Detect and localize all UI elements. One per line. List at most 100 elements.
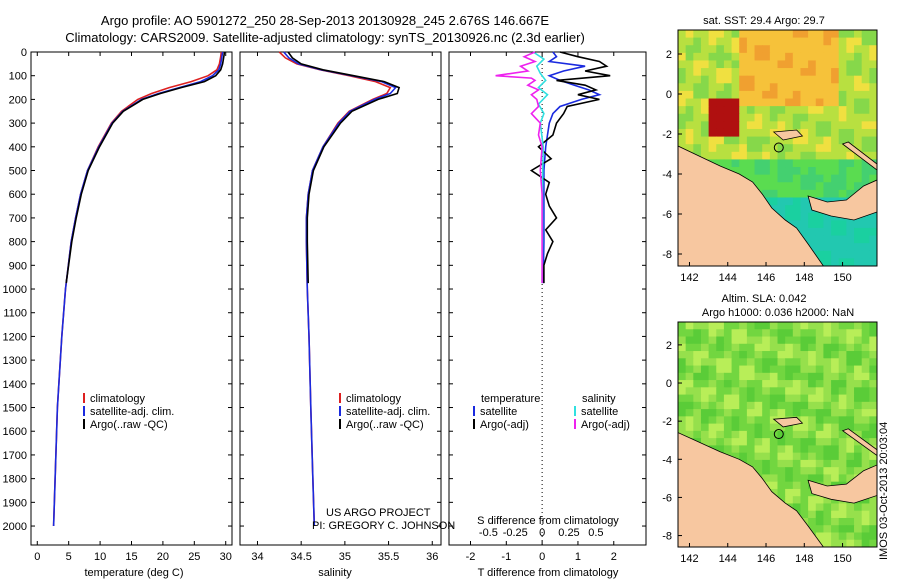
map-cell (693, 37, 702, 46)
map-cell (723, 394, 733, 403)
map-cell (785, 167, 794, 176)
map-cell (823, 121, 832, 130)
map-cell (762, 106, 771, 115)
map-cell (762, 30, 771, 39)
map-cell (869, 167, 877, 176)
map-cell (815, 452, 825, 461)
map-cell (746, 174, 756, 183)
map-cell (739, 329, 748, 338)
title-line-1: Argo profile: AO 5901272_250 28-Sep-2013… (100, 13, 550, 28)
map-cell (708, 60, 717, 69)
map-cell (869, 423, 877, 432)
map-cell (685, 430, 694, 439)
map-cell (792, 60, 802, 69)
map-cell (739, 121, 748, 130)
map-cell (716, 343, 725, 352)
temperature-xlabel: temperature (deg C) (84, 567, 183, 579)
map-cell (869, 75, 877, 84)
map-cell (846, 365, 855, 374)
map-cell (831, 45, 840, 54)
map-cell (823, 98, 832, 107)
map-cell (808, 68, 817, 77)
map-cell (838, 167, 847, 176)
map-cell (815, 423, 825, 432)
map-cell (869, 144, 877, 153)
map-cell (693, 106, 702, 115)
map-cell (739, 167, 748, 176)
map-cell (823, 235, 832, 244)
map-cell (823, 503, 832, 512)
map-cell (708, 52, 717, 62)
map-cell (693, 113, 702, 122)
map-cell (716, 113, 725, 122)
map-cell (762, 423, 771, 432)
map-cell (785, 197, 794, 206)
map-cell (716, 121, 725, 130)
map-cell (746, 37, 756, 46)
salinity-xlabel: salinity (318, 567, 352, 579)
map-cell (808, 445, 817, 454)
map-cell (685, 83, 694, 92)
map-cell (846, 409, 855, 417)
map-cell (716, 329, 725, 338)
map-cell (785, 121, 794, 130)
map-cell (785, 144, 794, 153)
map-cell (762, 83, 771, 92)
map-cell (854, 45, 863, 54)
map-cell (739, 83, 748, 92)
map-cell (800, 189, 809, 199)
map-cell (762, 144, 771, 153)
map-cell (808, 336, 817, 345)
map-cell (808, 75, 817, 84)
map-cell (854, 387, 863, 396)
map-cell (861, 416, 870, 425)
map-cell (723, 52, 733, 62)
map-cell (769, 474, 779, 483)
map-cell (869, 430, 877, 439)
map-cell (861, 401, 870, 410)
map-cell (708, 136, 717, 145)
map-cell (815, 351, 825, 359)
map-cell (854, 136, 863, 145)
map-cell (815, 220, 825, 229)
map-cell (708, 409, 717, 417)
x-tick-label: 2 (611, 551, 617, 563)
map-cell (723, 336, 733, 345)
map-cell (800, 510, 809, 519)
map-cell (746, 372, 756, 381)
map-cell (723, 144, 733, 153)
map-cell (846, 525, 855, 534)
map-cell (823, 90, 832, 100)
map-cell (861, 336, 870, 345)
map-cell (785, 68, 794, 77)
map-cell (869, 322, 877, 330)
map-cell (785, 351, 794, 359)
map-cell (854, 113, 863, 122)
map-cell (723, 106, 733, 115)
map-cell (739, 372, 748, 381)
map-cell (685, 409, 694, 417)
map-cell (838, 401, 847, 410)
map-cell (838, 409, 847, 417)
map-cell (746, 45, 756, 54)
map-cell (846, 90, 855, 100)
map-cell (815, 358, 825, 367)
map-cell (823, 60, 832, 69)
map-cell (800, 45, 809, 54)
map-cell (838, 525, 847, 534)
map-cell (838, 343, 847, 352)
map-cell (823, 113, 832, 122)
map-cell (685, 98, 694, 107)
map-y-tick-label: -6 (662, 492, 672, 504)
map-cell (815, 336, 825, 345)
map-cell (846, 401, 855, 410)
map-cell (831, 159, 840, 168)
map-cell (769, 481, 779, 490)
map-cell (769, 106, 779, 115)
map-cell (762, 336, 771, 345)
map-cell (838, 430, 847, 439)
x-tick-label-top: 0.5 (588, 527, 603, 539)
map-cell (808, 423, 817, 432)
map-cell (700, 136, 710, 145)
map-cell (823, 106, 832, 115)
